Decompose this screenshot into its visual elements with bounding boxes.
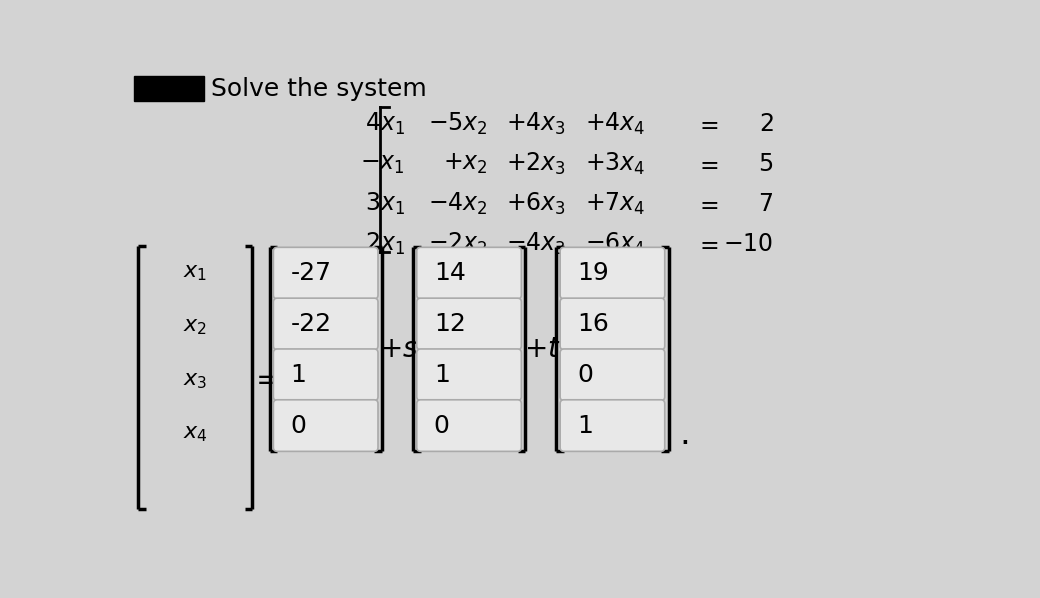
Text: -22: -22 bbox=[290, 312, 332, 336]
Text: 1: 1 bbox=[577, 414, 593, 438]
FancyBboxPatch shape bbox=[561, 248, 665, 299]
Text: 0: 0 bbox=[434, 414, 449, 438]
Text: 12: 12 bbox=[434, 312, 466, 336]
Text: $=$: $=$ bbox=[695, 152, 719, 176]
Text: $2x_1$: $2x_1$ bbox=[365, 231, 406, 257]
FancyBboxPatch shape bbox=[561, 298, 665, 350]
Text: $=$: $=$ bbox=[695, 112, 719, 136]
Text: $-4x_3$: $-4x_3$ bbox=[505, 231, 566, 257]
Text: $3x_1$: $3x_1$ bbox=[365, 191, 406, 217]
FancyBboxPatch shape bbox=[417, 349, 521, 401]
FancyBboxPatch shape bbox=[274, 400, 378, 451]
Text: $4x_1$: $4x_1$ bbox=[365, 111, 406, 137]
FancyBboxPatch shape bbox=[274, 298, 378, 350]
Text: $-x_1$: $-x_1$ bbox=[361, 152, 406, 176]
Text: $.$: $.$ bbox=[679, 419, 698, 451]
Text: $=$: $=$ bbox=[251, 364, 281, 393]
Text: $+3x_4$: $+3x_4$ bbox=[586, 151, 646, 177]
Text: 1: 1 bbox=[434, 363, 449, 387]
FancyBboxPatch shape bbox=[561, 400, 665, 451]
Text: $=$: $=$ bbox=[695, 192, 719, 216]
Text: 19: 19 bbox=[577, 261, 609, 285]
Text: $x_3$: $x_3$ bbox=[183, 371, 207, 390]
Text: $-6x_4$: $-6x_4$ bbox=[586, 231, 646, 257]
Text: $-5x_2$: $-5x_2$ bbox=[428, 111, 488, 137]
Text: -27: -27 bbox=[290, 261, 332, 285]
Text: 0: 0 bbox=[577, 363, 593, 387]
Text: 14: 14 bbox=[434, 261, 466, 285]
Text: Solve the system: Solve the system bbox=[211, 77, 427, 100]
FancyBboxPatch shape bbox=[417, 298, 521, 350]
Text: $7$: $7$ bbox=[758, 192, 774, 216]
Text: $-4x_2$: $-4x_2$ bbox=[428, 191, 488, 217]
Text: 1: 1 bbox=[290, 363, 307, 387]
Text: $5$: $5$ bbox=[758, 152, 774, 176]
Text: $-2x_2$: $-2x_2$ bbox=[428, 231, 488, 257]
FancyBboxPatch shape bbox=[561, 349, 665, 401]
Text: $x_1$: $x_1$ bbox=[183, 263, 207, 283]
Text: $2$: $2$ bbox=[758, 112, 774, 136]
Text: $+4x_3$: $+4x_3$ bbox=[505, 111, 566, 137]
FancyBboxPatch shape bbox=[417, 400, 521, 451]
Text: $-10$: $-10$ bbox=[723, 232, 774, 256]
Text: $x_4$: $x_4$ bbox=[183, 425, 207, 444]
FancyBboxPatch shape bbox=[274, 349, 378, 401]
Text: $+s$: $+s$ bbox=[380, 335, 418, 364]
FancyBboxPatch shape bbox=[274, 248, 378, 299]
Text: $+t$: $+t$ bbox=[524, 335, 561, 364]
Text: $+4x_4$: $+4x_4$ bbox=[586, 111, 646, 137]
Text: 0: 0 bbox=[290, 414, 307, 438]
FancyBboxPatch shape bbox=[134, 75, 204, 101]
Text: 16: 16 bbox=[577, 312, 609, 336]
Text: $+6x_3$: $+6x_3$ bbox=[505, 191, 566, 217]
Text: $+7x_4$: $+7x_4$ bbox=[586, 191, 646, 217]
Text: $=$: $=$ bbox=[695, 232, 719, 256]
Text: $+2x_3$: $+2x_3$ bbox=[505, 151, 566, 177]
Text: $x_2$: $x_2$ bbox=[183, 316, 207, 337]
FancyBboxPatch shape bbox=[417, 248, 521, 299]
Text: $+x_2$: $+x_2$ bbox=[443, 152, 488, 176]
